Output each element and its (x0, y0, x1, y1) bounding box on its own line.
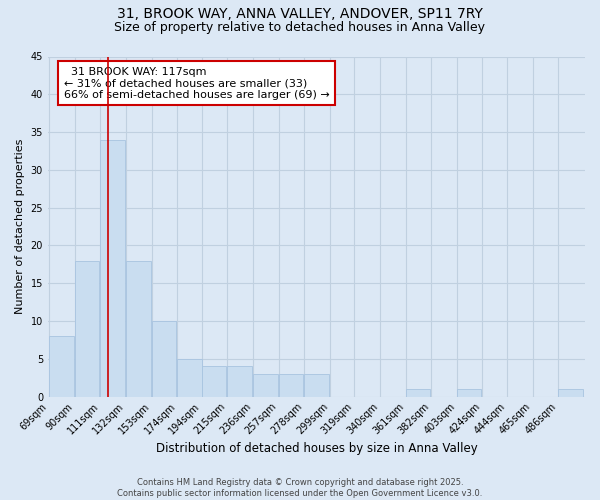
Bar (126, 260, 151, 396)
Bar (100, 140, 125, 396)
Text: 31 BROOK WAY: 117sqm  
← 31% of detached houses are smaller (33)
66% of semi-det: 31 BROOK WAY: 117sqm ← 31% of detached h… (64, 66, 330, 100)
Bar (278, 374, 303, 396)
Bar (304, 374, 329, 396)
Text: Size of property relative to detached houses in Anna Valley: Size of property relative to detached ho… (115, 21, 485, 34)
Bar (75, 260, 100, 396)
Text: 31, BROOK WAY, ANNA VALLEY, ANDOVER, SP11 7RY: 31, BROOK WAY, ANNA VALLEY, ANDOVER, SP1… (117, 8, 483, 22)
Bar (457, 389, 481, 396)
Bar (178, 359, 202, 397)
Bar (253, 374, 278, 396)
Bar (558, 389, 583, 396)
Bar (406, 389, 430, 396)
X-axis label: Distribution of detached houses by size in Anna Valley: Distribution of detached houses by size … (155, 442, 478, 455)
Y-axis label: Number of detached properties: Number of detached properties (15, 139, 25, 314)
Text: Contains HM Land Registry data © Crown copyright and database right 2025.
Contai: Contains HM Land Registry data © Crown c… (118, 478, 482, 498)
Bar (49, 336, 74, 396)
Bar (227, 366, 252, 396)
Bar (202, 366, 226, 396)
Bar (152, 321, 176, 396)
